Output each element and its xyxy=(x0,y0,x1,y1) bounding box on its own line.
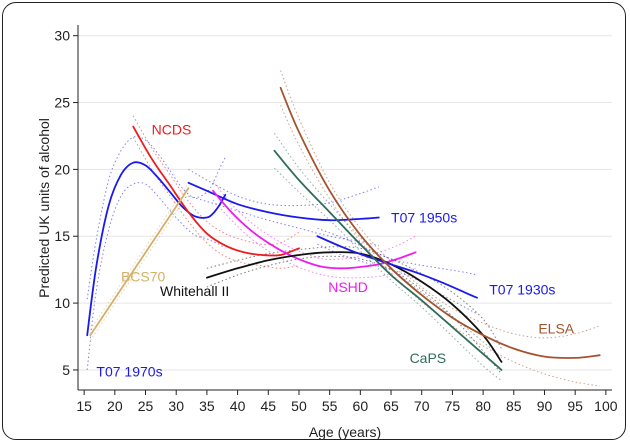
tick-labels: 5 10 15 20 25 30 15 20 25 30 35 40 45 50 55 60 65 70 75 80 8… xyxy=(54,28,617,414)
y-tick-label-5: 5 xyxy=(62,362,70,378)
label-nshd: NSHD xyxy=(328,279,368,295)
ci-upper-nshd xyxy=(212,181,416,261)
series-line-t07-1930s xyxy=(316,235,478,299)
x-tick-label-50: 50 xyxy=(291,398,307,414)
chart-frame xyxy=(2,2,626,440)
label-ncds: NCDS xyxy=(152,121,192,137)
x-tick-label-75: 75 xyxy=(445,398,461,414)
ci-upper-t07-1930s xyxy=(317,227,478,276)
label-caps: CaPS xyxy=(410,350,447,366)
x-tick-label-65: 65 xyxy=(383,398,399,414)
x-tick-label-100: 100 xyxy=(594,398,618,414)
label-t07-1930s: T07 1930s xyxy=(489,282,555,298)
x-tick-label-80: 80 xyxy=(475,398,491,414)
series-line-caps xyxy=(273,149,503,371)
label-elsa: ELSA xyxy=(538,320,574,336)
x-tick-label-25: 25 xyxy=(138,398,154,414)
ci-lower-elsa xyxy=(280,104,600,387)
x-tick-label-30: 30 xyxy=(168,398,184,414)
series-line-t07-1970s xyxy=(86,161,227,337)
x-tick-label-45: 45 xyxy=(260,398,276,414)
ci-upper-caps xyxy=(273,133,502,359)
x-tick-label-90: 90 xyxy=(537,398,553,414)
ci-upper-ncds xyxy=(132,115,300,246)
series-line-ncds xyxy=(132,125,300,257)
x-tick-label-40: 40 xyxy=(230,398,246,414)
x-tick-label-20: 20 xyxy=(107,398,123,414)
ci-upper-whitehall-ii xyxy=(206,246,502,349)
x-tick-label-60: 60 xyxy=(353,398,369,414)
ci-lower-bcs70 xyxy=(89,193,189,341)
axes xyxy=(77,25,612,391)
x-tick-label-35: 35 xyxy=(199,398,215,414)
y-tick-label-30: 30 xyxy=(54,28,70,44)
series-line-t07-1950s xyxy=(187,181,380,222)
series-lines xyxy=(86,86,601,371)
ci-lower-caps xyxy=(274,167,502,381)
x-tick-label-95: 95 xyxy=(567,398,583,414)
ci-upper-bcs70 xyxy=(89,182,189,331)
series-line-elsa xyxy=(279,86,601,359)
label-bcs70: BCS70 xyxy=(121,268,166,284)
y-tick-label-15: 15 xyxy=(54,228,70,244)
y-tick-label-10: 10 xyxy=(54,295,70,311)
ci-lower-ncds xyxy=(132,137,300,269)
confidence-bands xyxy=(86,70,600,387)
label-t07-1970s: T07 1970s xyxy=(96,363,162,379)
series-line-whitehall-ii xyxy=(206,251,503,363)
x-axis-title: Age (years) xyxy=(309,424,381,440)
x-tick-label-15: 15 xyxy=(76,398,92,414)
series-line-bcs70 xyxy=(89,187,190,337)
gridlines xyxy=(78,35,612,371)
ci-upper-elsa xyxy=(280,70,600,339)
ci-lower-whitehall-ii xyxy=(206,255,502,375)
y-axis-title: Predicted UK units of alcohol xyxy=(36,118,52,298)
x-tick-label-85: 85 xyxy=(506,398,522,414)
x-tick-label-55: 55 xyxy=(322,398,338,414)
ci-upper-t07-1950s xyxy=(188,168,379,207)
label-t07-1950s: T07 1950s xyxy=(391,210,457,226)
x-tick-label-70: 70 xyxy=(414,398,430,414)
y-tick-label-20: 20 xyxy=(54,161,70,177)
label-whitehall-ii: Whitehall II xyxy=(160,283,229,299)
ci-lower-nshd xyxy=(212,199,416,279)
ci-lower-t07-1930s xyxy=(317,243,478,315)
y-tick-label-25: 25 xyxy=(54,95,70,111)
